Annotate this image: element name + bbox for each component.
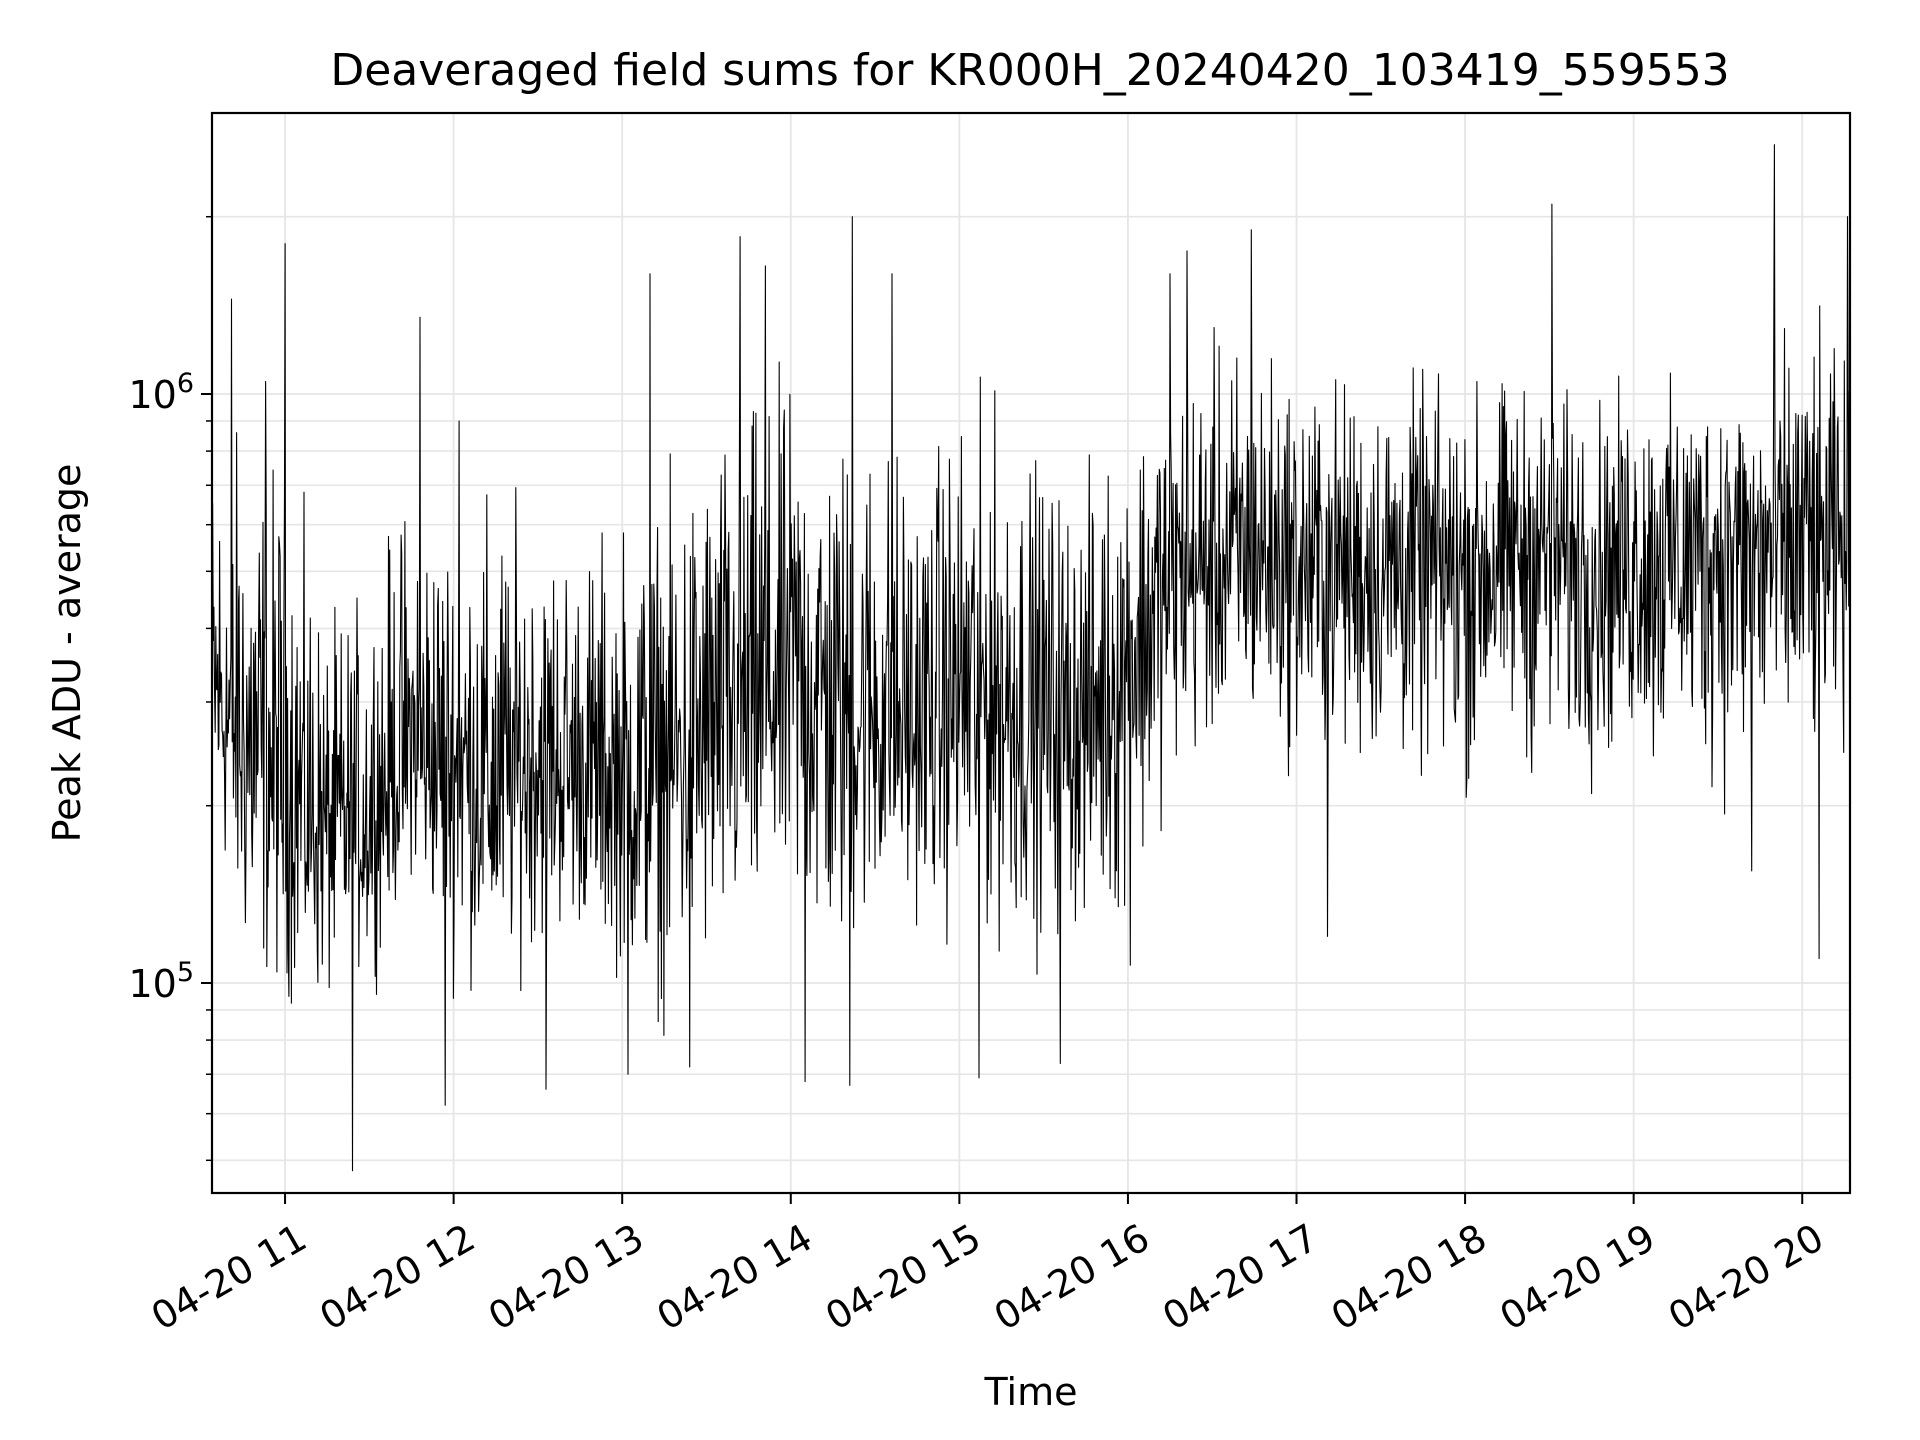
x-tick-label: 04-20 14 — [650, 1215, 820, 1339]
plot-frame — [210, 111, 1852, 1195]
x-tick-label: 04-20 17 — [1155, 1215, 1325, 1339]
x-tick-label: 04-20 18 — [1324, 1215, 1494, 1339]
x-tick-label: 04-20 12 — [312, 1215, 482, 1339]
y-tick-label: 105 — [128, 957, 194, 1006]
series-line — [211, 144, 1851, 1172]
chart-title: Deaveraged field sums for KR000H_2024042… — [330, 45, 1729, 96]
y-axis: 105 106 — [128, 215, 212, 1162]
x-tick-label: 04-20 20 — [1661, 1215, 1831, 1339]
y-axis-label: Peak ADU - average — [45, 464, 89, 843]
x-tick-label: 04-20 11 — [144, 1215, 314, 1339]
x-axis-label: Time — [984, 1370, 1078, 1414]
x-tick-label: 04-20 19 — [1492, 1215, 1662, 1339]
x-tick-label: 04-20 16 — [987, 1215, 1157, 1339]
y-tick-label: 106 — [128, 368, 194, 417]
x-tick-label: 04-20 15 — [818, 1215, 988, 1339]
series-path — [211, 144, 1851, 1172]
x-tick-label: 04-20 13 — [481, 1215, 651, 1339]
